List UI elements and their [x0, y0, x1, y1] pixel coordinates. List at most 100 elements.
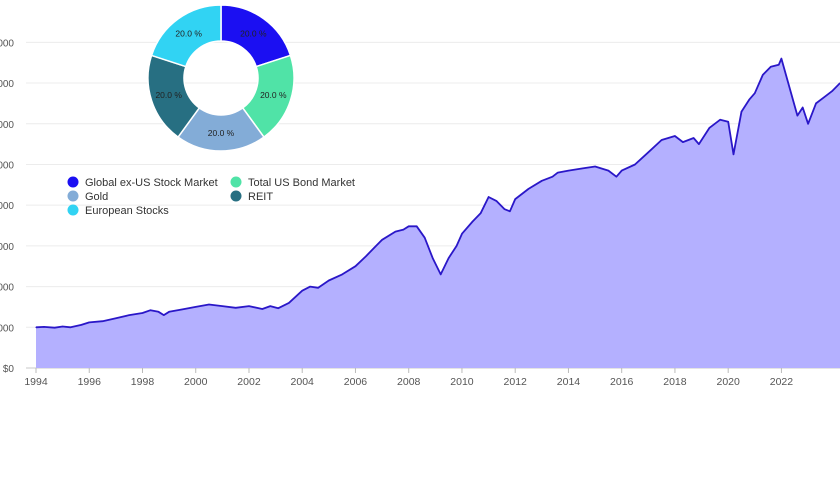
donut-slice-label: 20.0 %	[155, 90, 182, 100]
growth-point	[708, 127, 711, 129]
growth-point	[354, 265, 357, 267]
x-tick-label: 2022	[770, 376, 794, 388]
growth-point	[394, 231, 397, 233]
growth-point	[261, 308, 263, 310]
growth-point	[456, 245, 458, 247]
growth-point	[402, 229, 404, 231]
growth-point	[43, 326, 45, 328]
growth-point	[432, 257, 434, 259]
y-tick-label: 000	[0, 38, 14, 49]
donut-slice	[150, 4, 222, 68]
y-tick-label: 000	[0, 160, 14, 171]
growth-point	[551, 176, 554, 178]
growth-point	[115, 317, 117, 319]
x-tick-label: 2006	[344, 376, 368, 388]
growth-point	[796, 115, 799, 117]
x-tick-label: 2000	[184, 376, 208, 388]
growth-point	[514, 198, 516, 200]
growth-point	[594, 165, 596, 168]
growth-area-fill	[36, 58, 840, 368]
y-tick-label: 000	[0, 79, 14, 90]
growth-point	[54, 327, 56, 329]
growth-point	[381, 239, 383, 241]
growth-point	[235, 307, 237, 309]
legend-label: Total US Bond Market	[248, 177, 355, 189]
growth-point	[487, 196, 490, 198]
growth-point	[802, 106, 804, 109]
growth-point	[373, 247, 375, 249]
growth-point	[615, 176, 617, 178]
x-axis-ticks: 1994 1996 1998 2000 2002 2004 2006 2008 2010 2012…	[24, 368, 793, 388]
growth-point	[288, 302, 290, 304]
growth-point	[248, 305, 250, 307]
growth-point	[208, 303, 210, 306]
x-tick-label: 2014	[557, 376, 581, 388]
x-tick-label: 2020	[717, 376, 741, 388]
growth-point	[424, 237, 426, 239]
growth-point	[541, 180, 543, 182]
x-tick-label: 2016	[610, 376, 634, 388]
legend-label: European Stocks	[85, 205, 169, 217]
growth-point	[128, 314, 130, 316]
growth-point	[607, 169, 609, 172]
growth-point	[141, 312, 144, 314]
growth-point	[101, 320, 104, 322]
growth-point	[88, 321, 90, 324]
growth-point	[634, 163, 636, 166]
growth-area-series	[35, 57, 840, 368]
y-tick-label: 000	[0, 120, 14, 131]
growth-point	[815, 102, 817, 105]
growth-point	[341, 273, 343, 275]
growth-point	[70, 326, 72, 328]
growth-point	[163, 314, 165, 316]
growth-point	[719, 119, 721, 121]
growth-point	[527, 188, 530, 190]
growth-point	[416, 225, 418, 227]
growth-point	[661, 139, 663, 141]
growth-point	[309, 285, 311, 288]
legend-swatch	[67, 190, 79, 202]
growth-point	[740, 110, 743, 113]
allocation-donut-chart: 20.0 % 20.0 % 20.0 % 20.0 % 20.0 %	[147, 4, 295, 152]
legend-label: Global ex-US Stock Market	[85, 177, 218, 189]
growth-point	[269, 305, 271, 307]
growth-point	[277, 307, 279, 309]
growth-point	[807, 123, 809, 125]
growth-point	[647, 151, 649, 153]
legend-label: Gold	[85, 191, 108, 203]
growth-point	[62, 325, 64, 328]
growth-point	[408, 225, 410, 227]
growth-point	[181, 308, 184, 310]
x-tick-label: 2004	[291, 376, 315, 388]
growth-point	[567, 169, 570, 172]
growth-point	[621, 169, 623, 172]
y-tick-label: 000	[0, 323, 14, 334]
growth-point	[780, 58, 783, 60]
x-tick-label: 2002	[237, 376, 261, 388]
growth-point	[831, 90, 833, 92]
x-tick-label: 2008	[397, 376, 421, 388]
growth-point	[448, 257, 450, 259]
legend-swatch	[67, 204, 79, 216]
growth-point	[692, 137, 695, 139]
growth-point	[698, 143, 700, 145]
growth-point	[365, 255, 367, 257]
growth-point	[762, 74, 764, 76]
legend-label: REIT	[248, 191, 273, 203]
growth-point	[479, 212, 482, 214]
x-tick-label: 2010	[450, 376, 474, 388]
x-tick-label: 2012	[504, 376, 528, 388]
growth-point	[674, 135, 676, 137]
legend-swatch	[67, 176, 79, 188]
growth-point	[503, 208, 506, 210]
x-tick-label: 1998	[131, 376, 155, 388]
growth-point	[80, 324, 82, 326]
growth-point	[748, 98, 751, 100]
legend-swatch	[230, 190, 242, 202]
x-tick-label: 1994	[24, 376, 48, 388]
y-tick-label: 000	[0, 201, 14, 212]
growth-point	[754, 92, 756, 94]
x-tick-label: 1996	[78, 376, 102, 388]
donut-slice-label: 20.0 %	[208, 128, 235, 138]
